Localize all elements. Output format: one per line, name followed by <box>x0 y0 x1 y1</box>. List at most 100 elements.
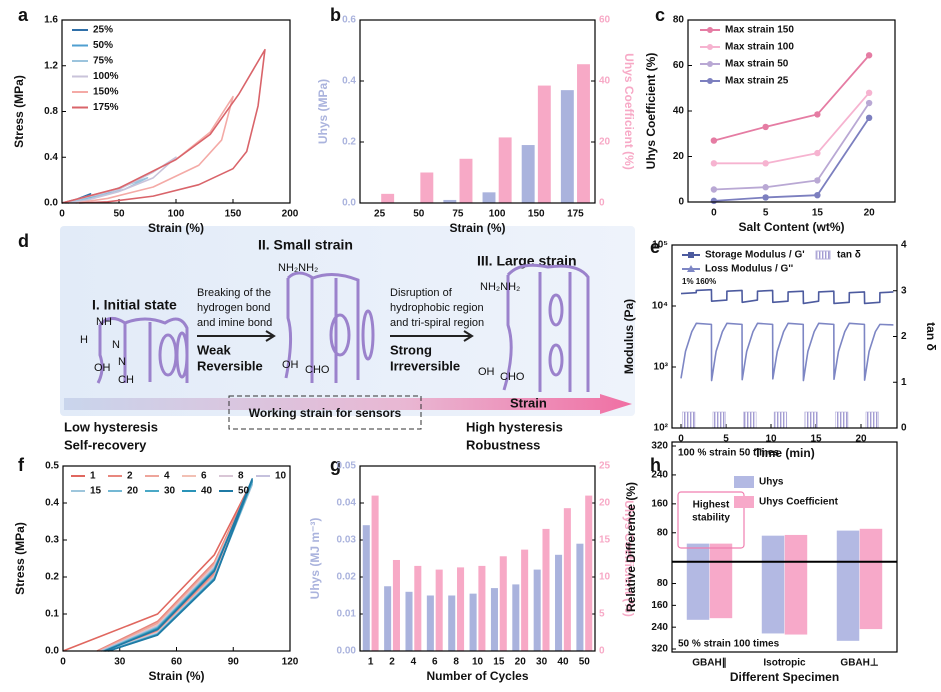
legend-label: tan δ <box>837 250 861 261</box>
bar <box>381 193 395 203</box>
legend-label: Uhys Coefficient <box>759 497 839 508</box>
series-line <box>61 95 234 204</box>
transition-strength: Weak <box>197 342 231 357</box>
x-tick-label: 15 <box>493 657 505 668</box>
annotation: stability <box>692 513 730 524</box>
transition-strength: Strong <box>390 342 432 357</box>
transition-text: Breaking of the <box>197 287 271 299</box>
bar <box>482 192 496 203</box>
panel-label: d <box>18 231 29 251</box>
bar-lower <box>709 561 733 619</box>
bar <box>435 569 443 651</box>
chem-label: CHO <box>305 364 330 376</box>
series-line <box>98 481 253 652</box>
legend-label: 30 <box>164 486 176 497</box>
x-tick-label: 30 <box>536 657 548 668</box>
y2-tick-label: 0 <box>599 646 605 657</box>
legend-marker <box>687 265 695 272</box>
diagram-d: d Working strain for sensors Strain Low … <box>18 226 635 452</box>
y2-tick-label: 25 <box>599 461 611 472</box>
bar <box>537 85 551 203</box>
series-line <box>713 54 870 142</box>
y-axis-label: Modulus (Pa) <box>622 299 636 374</box>
series-line <box>104 478 253 652</box>
x-tick-label: 0 <box>59 209 65 220</box>
y-axis-label: Uhys (MPa) <box>316 79 330 144</box>
legend-swatch <box>734 476 754 488</box>
legend-label: 175% <box>93 102 119 113</box>
legend-label: 75% <box>93 56 113 67</box>
y-tick-label: 0.4 <box>45 498 59 509</box>
legend-label: 150% <box>93 87 119 98</box>
bar-lower <box>761 561 785 634</box>
x-tick-label: 175 <box>567 209 584 220</box>
panel-label: e <box>650 237 660 257</box>
x-axis-label: Strain (%) <box>148 669 204 683</box>
y2-tick-label: 0 <box>901 423 907 434</box>
bar <box>384 586 392 651</box>
bar-upper <box>709 543 733 562</box>
left-note: Self-recovery <box>64 437 147 452</box>
y-tick-label: 0.01 <box>337 609 357 620</box>
x-tick-label: 40 <box>557 657 569 668</box>
point <box>814 177 821 184</box>
plot-frame <box>359 465 596 652</box>
transition-text: and imine bond <box>197 317 272 329</box>
y-tick-label: 0.8 <box>44 106 58 117</box>
x-tick-label: 25 <box>374 209 386 220</box>
bar <box>555 554 563 651</box>
panel-label: c <box>655 5 665 25</box>
bar <box>533 569 541 651</box>
tan-delta-bar <box>804 411 818 429</box>
legend-marker <box>688 252 694 258</box>
bar <box>498 137 512 203</box>
point <box>710 137 718 144</box>
x-axis-label: Salt Content (wt%) <box>739 220 845 234</box>
point <box>814 149 821 157</box>
legend-label: 15 <box>90 486 102 497</box>
y-tick-label: 0.3 <box>45 535 59 546</box>
bar <box>560 90 574 203</box>
y-tick-label: 1.2 <box>44 60 58 71</box>
x-tick-label: 50 <box>579 657 591 668</box>
legend-label: 40 <box>201 486 213 497</box>
x-tick-label: Isotropic <box>763 658 806 669</box>
y-tick-label: 80 <box>657 578 669 589</box>
y2-tick-label: 20 <box>599 498 611 509</box>
bar <box>490 588 498 651</box>
tan-delta-bar <box>835 411 849 429</box>
legend-marker <box>707 61 713 67</box>
x-tick-label: 6 <box>432 657 438 668</box>
bar <box>459 158 473 203</box>
legend-label: 25% <box>93 25 113 36</box>
y-axis-label: Stress (MPa) <box>13 522 27 595</box>
bar-lower <box>859 561 883 630</box>
series-line <box>680 322 894 382</box>
legend-label: Loss Modulus / G'' <box>705 264 793 275</box>
legend-label: Max strain 25 <box>725 76 789 87</box>
y2-tick-label: 3 <box>901 285 907 296</box>
y-tick-label: 0 <box>678 197 684 208</box>
stage-title: II. Small strain <box>258 237 353 253</box>
tan-delta-bar <box>773 411 788 429</box>
chem-label: NH₂NH₂ <box>278 262 318 274</box>
y-axis-label: Stress (MPa) <box>12 75 26 148</box>
bar <box>448 595 456 651</box>
series-line <box>680 288 894 305</box>
y-tick-label: 0.4 <box>44 152 58 163</box>
plot-frame <box>687 19 896 203</box>
legend-label: 6 <box>201 471 207 482</box>
series-line <box>713 102 870 191</box>
y-tick-label: 0.04 <box>337 498 357 509</box>
series-line <box>713 117 870 202</box>
x-axis-label: Different Specimen <box>730 670 839 684</box>
tan-delta-bar <box>865 411 879 429</box>
legend-swatch <box>815 250 831 260</box>
strain-arrow <box>64 394 632 414</box>
y-tick-label: 0.00 <box>337 646 357 657</box>
sensor-window <box>228 395 422 430</box>
bar <box>576 543 584 651</box>
y-tick-label: 80 <box>657 527 669 538</box>
y-axis-label: Uhys (MJ m⁻³) <box>308 518 322 600</box>
y-tick-label: 320 <box>651 644 668 655</box>
